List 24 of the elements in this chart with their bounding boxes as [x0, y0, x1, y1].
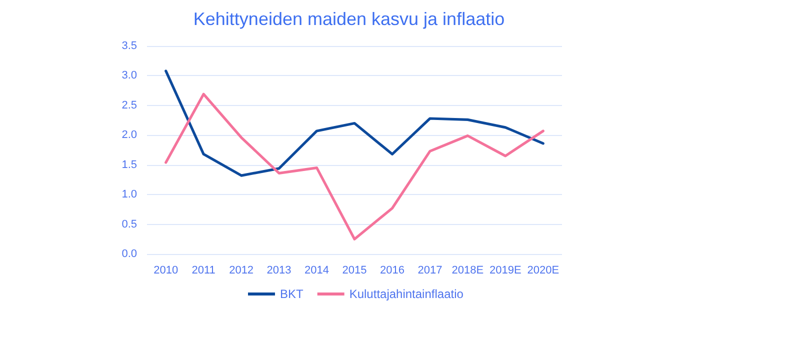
- y-tick-label: 0.5: [122, 218, 137, 230]
- line-series: [164, 92, 544, 240]
- y-tick-label: 0.0: [122, 248, 137, 260]
- x-tick-label: 2020E: [527, 264, 560, 276]
- x-tick-label: 2019E: [490, 264, 522, 276]
- x-tick-label: 2015: [342, 264, 367, 276]
- x-tick-label: 2014: [304, 264, 330, 276]
- x-tick-label: 2012: [229, 264, 254, 276]
- y-tick-label: 2.0: [122, 129, 137, 142]
- x-tick-label: 2013: [266, 264, 292, 276]
- y-tick-label: 2.5: [122, 99, 137, 112]
- y-tick-label: 1.5: [122, 158, 137, 171]
- y-tick-label: 3.0: [122, 70, 137, 82]
- line-series: [164, 70, 544, 177]
- x-tick-label: 2011: [192, 264, 216, 276]
- legend-label: BKT: [280, 287, 304, 301]
- x-tick-label: 2016: [380, 264, 404, 276]
- legend-label: Kuluttajahintainflaatio: [349, 287, 464, 301]
- chart-title: Kehittyneiden maiden kasvu ja inflaatio: [193, 9, 505, 29]
- y-tick-label: 3.5: [122, 40, 137, 52]
- x-tick-label: 2018E: [452, 264, 484, 276]
- y-tick-label: 1.0: [122, 188, 137, 201]
- x-tick-label: 2017: [418, 264, 442, 276]
- x-tick-label: 2010: [154, 264, 178, 276]
